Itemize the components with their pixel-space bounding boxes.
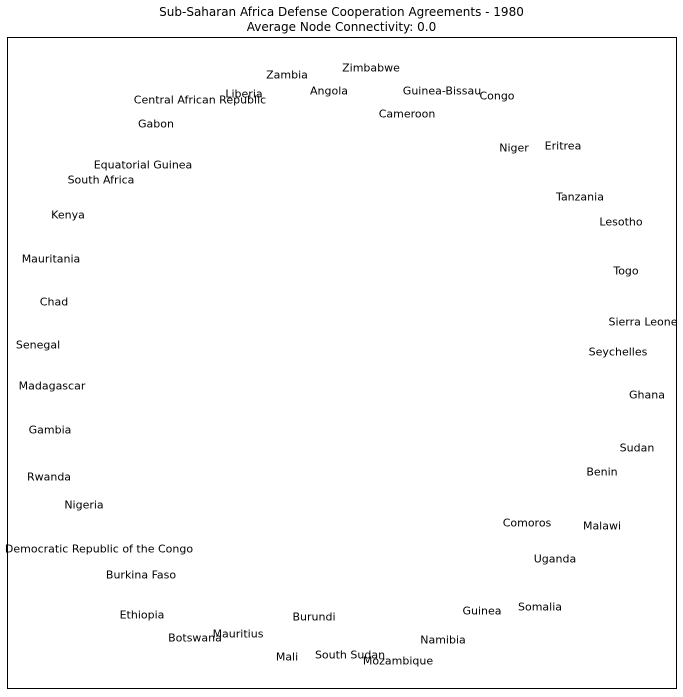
node-label: Gambia xyxy=(28,423,72,437)
node-label: Congo xyxy=(479,89,515,103)
node-label: Zambia xyxy=(266,68,308,82)
chart-subtitle: Average Node Connectivity: 0.0 xyxy=(246,20,437,34)
node-label: Central African Republic xyxy=(133,93,267,107)
node-label: Equatorial Guinea xyxy=(93,158,193,172)
node-label: Namibia xyxy=(420,633,466,647)
node-label: Niger xyxy=(499,141,529,155)
node-label: Chad xyxy=(39,295,69,309)
node-label: Rwanda xyxy=(26,470,72,484)
node-label: Gabon xyxy=(138,117,174,131)
node-label: Tanzania xyxy=(556,190,604,204)
node-label: Somalia xyxy=(517,600,563,614)
node-label: Mozambique xyxy=(362,654,434,668)
node-label: Madagascar xyxy=(18,379,86,393)
node-label: Liberia xyxy=(225,87,263,101)
node-label: Eritrea xyxy=(544,139,582,153)
chart-title: Sub-Saharan Africa Defense Cooperation A… xyxy=(159,5,524,19)
node-label: Mauritius xyxy=(212,627,264,641)
node-label: Kenya xyxy=(51,208,85,222)
node-label: South Africa xyxy=(67,173,135,187)
node-label: South Sudan xyxy=(314,648,386,662)
node-label: Malawi xyxy=(582,519,622,533)
node-label: Burundi xyxy=(292,610,336,624)
node-label: Zimbabwe xyxy=(342,61,400,75)
network-plot-area: Zimbabwe Zambia Liberia Angola Guinea-Bi… xyxy=(4,37,678,689)
node-label: Uganda xyxy=(533,552,577,566)
node-label: Angola xyxy=(309,84,349,98)
node-label: Nigeria xyxy=(64,498,104,512)
node-label: Comoros xyxy=(502,516,552,530)
node-label: Botswana xyxy=(168,631,222,645)
node-label: Benin xyxy=(586,465,618,479)
node-label: Sierra Leone xyxy=(608,315,678,329)
node-label: Guinea xyxy=(462,604,502,618)
node-label: Seychelles xyxy=(588,345,648,359)
node-label: Ghana xyxy=(629,388,665,402)
node-label: Cameroon xyxy=(378,107,436,121)
node-label: Mauritania xyxy=(21,252,81,266)
node-label: Guinea-Bissau xyxy=(402,84,482,98)
chart-title-block: Sub-Saharan Africa Defense Cooperation A… xyxy=(0,5,683,35)
node-label: Togo xyxy=(613,264,639,278)
node-label: Democratic Republic of the Congo xyxy=(4,542,194,556)
node-label: Burkina Faso xyxy=(105,568,177,582)
node-label: Lesotho xyxy=(599,215,643,229)
node-label: Sudan xyxy=(619,441,655,455)
node-label: Senegal xyxy=(15,338,61,352)
node-label: Ethiopia xyxy=(119,608,165,622)
node-label: Mali xyxy=(275,650,299,664)
